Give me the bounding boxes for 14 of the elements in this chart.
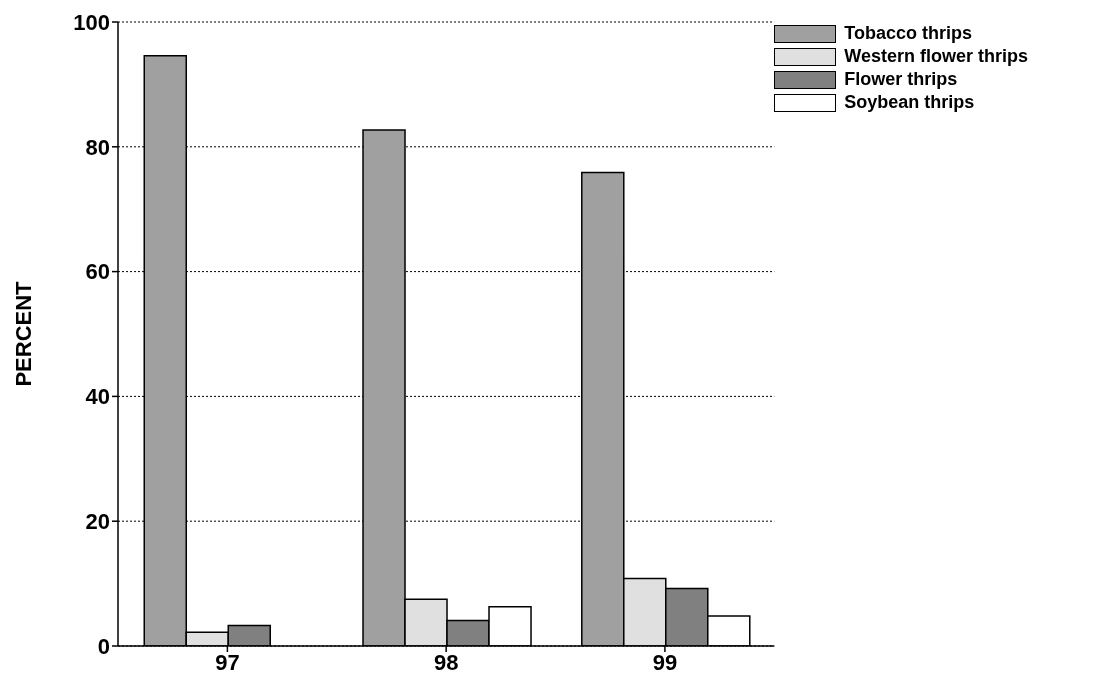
legend-label: Flower thrips	[844, 69, 958, 90]
x-tick-label: 97	[215, 649, 240, 675]
y-tick-label: 40	[85, 384, 110, 410]
legend-label: Tobacco thrips	[844, 23, 972, 44]
y-axis-title: PERCENT	[10, 280, 36, 387]
x-tick-label: 98	[433, 649, 459, 675]
y-tick-label: 100	[73, 9, 110, 35]
y-tick-label: 60	[85, 259, 110, 285]
legend-label: Soybean thrips	[844, 92, 975, 113]
x-tick-label: 99	[652, 649, 678, 675]
y-tick-label: 20	[85, 509, 110, 535]
legend-label: Western flower thrips	[844, 46, 1028, 67]
y-tick-label: 80	[85, 134, 110, 160]
y-tick-label: 0	[97, 633, 110, 659]
